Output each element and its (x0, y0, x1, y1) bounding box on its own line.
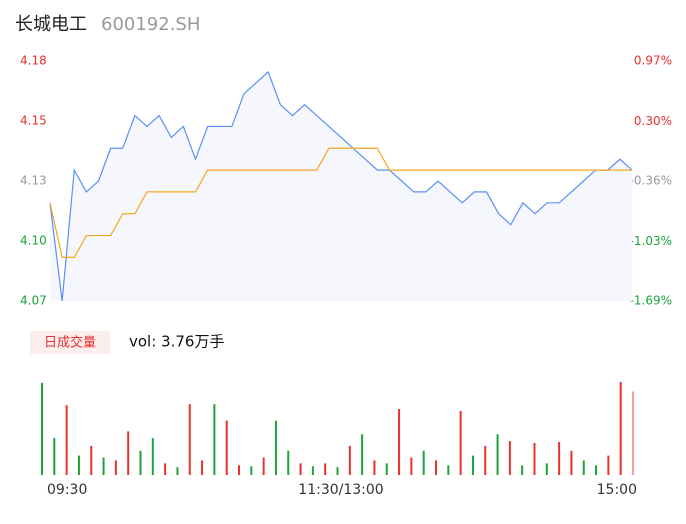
volume-bar (299, 463, 302, 475)
y-tick-label: 4.15 (20, 114, 47, 128)
volume-bar (139, 450, 142, 475)
volume-bar (201, 460, 204, 475)
volume-bar (545, 463, 548, 475)
y2-tick-label: 0.30% (634, 114, 672, 128)
y-tick-label: 4.18 (20, 54, 47, 68)
volume-bar (262, 457, 265, 475)
volume-bar (632, 391, 634, 475)
volume-bar (447, 465, 450, 475)
volume-bar (53, 438, 56, 475)
volume-bar (484, 445, 487, 475)
x-tick-label: 15:00 (597, 482, 637, 498)
volume-bar (619, 381, 622, 475)
volume-bar (607, 455, 610, 475)
volume-bar (410, 457, 413, 475)
volume-bar (274, 420, 277, 475)
x-tick-label: 09:30 (47, 482, 87, 498)
volume-bar (127, 431, 130, 475)
volume-bar (422, 450, 425, 475)
y2-tick-label: -1.69% (630, 294, 672, 308)
y-tick-label: 4.10 (20, 234, 47, 248)
volume-bar (508, 441, 511, 475)
volume-bar (398, 409, 401, 475)
volume-bar (348, 445, 351, 475)
volume-label: 日成交量 (44, 335, 96, 351)
volume-bar (188, 404, 191, 475)
volume-bar (336, 467, 339, 475)
volume-bar (238, 465, 240, 475)
volume-bar (225, 420, 228, 475)
volume-bar (385, 463, 388, 475)
price-area (50, 71, 632, 301)
stock-code: 600192.SH (101, 14, 200, 35)
volume-bar (213, 404, 216, 475)
y-tick-label: 4.07 (20, 294, 47, 308)
volume-bar (151, 438, 154, 475)
volume-bar (65, 405, 68, 475)
volume-bar (361, 434, 364, 475)
stock-name: 长城电工 (15, 14, 87, 35)
volume-bar (287, 450, 290, 475)
volume-bar (595, 465, 598, 475)
y2-tick-label: -1.03% (630, 234, 672, 248)
x-tick-label: 11:30/13:00 (298, 482, 383, 498)
average-line (49, 147, 632, 258)
volume-bar (582, 460, 585, 475)
volume-bar (176, 467, 179, 475)
volume-bar (114, 460, 117, 475)
y2-tick-label: -0.36% (630, 174, 672, 188)
volume-bar (77, 455, 80, 475)
price-line (49, 70, 633, 302)
volume-label-bg (30, 331, 110, 354)
volume-bar (324, 463, 327, 475)
volume-bar (250, 466, 253, 475)
volume-bar (102, 457, 105, 475)
volume-bar (496, 434, 499, 475)
y2-tick-label: 0.97% (634, 54, 672, 68)
volume-bar (435, 460, 437, 475)
y-tick-label: 4.13 (20, 174, 47, 188)
volume-bar (164, 463, 167, 475)
volume-bar (459, 410, 462, 475)
volume-summary: vol: 3.76万手 (129, 333, 224, 351)
volume-bar (558, 442, 561, 475)
volume-bar (373, 460, 376, 475)
volume-bar (471, 455, 474, 475)
volume-bar (570, 450, 573, 475)
volume-bar (311, 466, 314, 475)
volume-bar (533, 442, 536, 475)
volume-bar (41, 382, 43, 475)
volume-bar (521, 465, 524, 475)
volume-bar (90, 445, 93, 475)
